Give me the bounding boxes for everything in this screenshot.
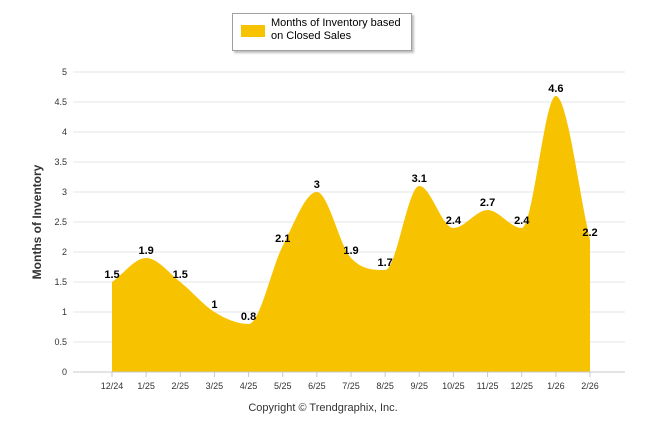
- x-tick-label: 2/26: [581, 381, 599, 391]
- data-label: 3: [314, 179, 320, 191]
- y-tick-label: 0.5: [54, 337, 67, 347]
- y-tick-label: 2.5: [54, 217, 67, 227]
- y-axis-title: Months of Inventory: [30, 164, 44, 279]
- x-tick-label: 10/25: [442, 381, 465, 391]
- data-label: 2.2: [582, 227, 597, 239]
- y-tick-label: 0: [62, 367, 67, 377]
- y-tick-label: 1: [62, 307, 67, 317]
- x-tick-label: 1/25: [137, 381, 155, 391]
- data-label: 1.9: [343, 245, 358, 257]
- data-label: 0.8: [241, 311, 256, 323]
- y-tick-label: 3: [62, 187, 67, 197]
- data-label: 2.1: [275, 233, 290, 245]
- x-tick-label: 11/25: [477, 381, 499, 391]
- data-label: 4.6: [548, 83, 563, 95]
- copyright-text: Copyright © Trendgraphix, Inc.: [248, 402, 398, 414]
- x-tick-label: 6/25: [308, 381, 326, 391]
- x-tick-label: 9/25: [411, 381, 429, 391]
- x-tick-label: 12/24: [101, 381, 124, 391]
- data-label: 2.4: [514, 215, 530, 227]
- y-tick-label: 5: [62, 67, 67, 77]
- y-tick-label: 1.5: [54, 277, 67, 287]
- x-tick-label: 3/25: [206, 381, 224, 391]
- x-tick-label: 4/25: [240, 381, 258, 391]
- series-area: [112, 96, 590, 372]
- data-label: 3.1: [412, 173, 427, 185]
- data-label: 1.5: [104, 269, 119, 281]
- x-tick-label: 12/25: [510, 381, 533, 391]
- data-label: 1.7: [377, 257, 392, 269]
- legend: Months of Inventory based on Closed Sale…: [232, 13, 412, 51]
- y-tick-label: 3.5: [54, 157, 67, 167]
- x-tick-label: 5/25: [274, 381, 292, 391]
- data-label: 2.4: [446, 215, 462, 227]
- x-tick-label: 2/25: [172, 381, 190, 391]
- y-tick-label: 2: [62, 247, 67, 257]
- legend-swatch: [241, 25, 265, 37]
- x-tick-label: 8/25: [376, 381, 394, 391]
- x-tick-label: 1/26: [547, 381, 565, 391]
- data-label: 2.7: [480, 197, 495, 209]
- data-label: 1.5: [173, 269, 188, 281]
- y-tick-label: 4.5: [54, 97, 67, 107]
- legend-label: Months of Inventory based on Closed Sale…: [271, 17, 401, 42]
- y-tick-label: 4: [62, 127, 67, 137]
- data-label: 1.9: [138, 245, 153, 257]
- data-label: 1: [211, 299, 217, 311]
- x-tick-label: 7/25: [342, 381, 360, 391]
